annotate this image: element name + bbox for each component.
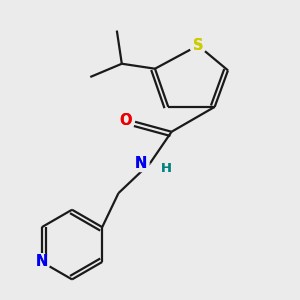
Circle shape (190, 37, 206, 54)
Text: S: S (193, 38, 203, 53)
Text: O: O (119, 112, 131, 128)
Text: N: N (36, 254, 48, 269)
Text: N: N (134, 156, 147, 171)
Text: H: H (160, 162, 172, 175)
Text: N: N (36, 254, 48, 269)
Circle shape (132, 155, 149, 172)
Text: H: H (161, 162, 171, 175)
Text: N: N (134, 156, 147, 171)
Text: O: O (119, 112, 131, 128)
Text: S: S (193, 38, 203, 53)
Circle shape (158, 160, 174, 176)
Circle shape (34, 254, 50, 270)
Circle shape (117, 112, 134, 128)
